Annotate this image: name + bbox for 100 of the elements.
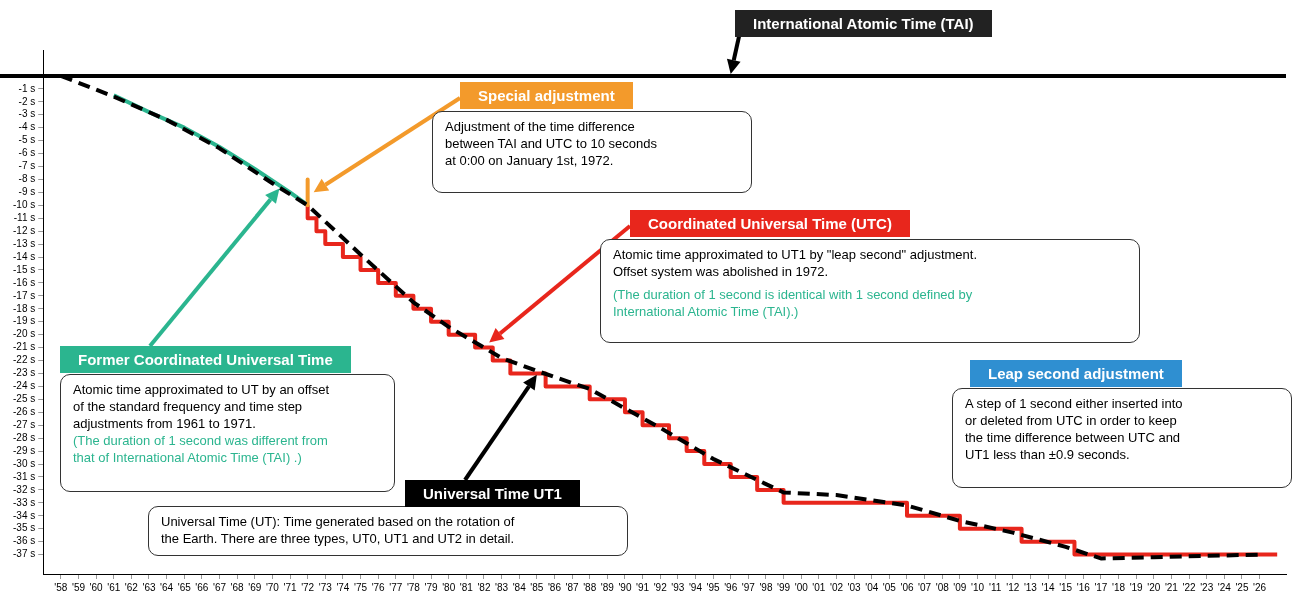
y-tick-label: -31 s <box>13 470 36 482</box>
x-tick-label: '85 <box>530 581 544 593</box>
x-tick-label: '93 <box>671 581 685 593</box>
x-tick-label: '26 <box>1253 581 1267 593</box>
x-tick-label: '04 <box>865 581 879 593</box>
x-tick-label: '12 <box>1006 581 1020 593</box>
y-tick-label: -14 s <box>13 250 36 262</box>
text: Former Coordinated Universal Time <box>60 346 351 373</box>
x-tick-label: '94 <box>688 581 703 593</box>
text: Special adjustment <box>460 82 633 109</box>
x-tick-label: '22 <box>1182 581 1196 593</box>
x-tick-label: '97 <box>741 581 756 593</box>
annotation: Universal Time (UT): Time generated based on the rotation of the Earth. There are three types, UT0, UT1 and UT2 in detail. <box>161 513 516 547</box>
x-tick-label: '82 <box>477 581 491 593</box>
x-tick-label: '65 <box>177 581 192 593</box>
x-tick-label: '67 <box>212 581 227 593</box>
y-tick-label: -2 s <box>18 95 36 107</box>
annotation: Adjustment of the time difference between TAI and UTC to 10 seconds at 0:00 on January 1st, 1972. <box>445 118 658 169</box>
x-tick-label: '07 <box>918 581 932 593</box>
x-tick-label: '90 <box>618 581 632 593</box>
x-tick-label: '98 <box>759 581 773 593</box>
annotation: (The duration of 1 second is identical with 1 second defined by International Atomic Time (TAI).) <box>613 286 974 320</box>
x-tick-label: '81 <box>459 581 474 593</box>
x-tick-label: '24 <box>1217 581 1232 593</box>
text: Coordinated Universal Time (UTC) <box>630 210 910 237</box>
x-tick-label: '87 <box>565 581 580 593</box>
x-tick-label: '77 <box>389 581 403 593</box>
x-tick-label: '95 <box>706 581 721 593</box>
x-tick-label: '91 <box>636 581 650 593</box>
y-tick-label: -13 s <box>13 237 36 249</box>
x-tick-label: '74 <box>336 581 350 593</box>
y-tick-label: -37 s <box>13 548 36 560</box>
x-tick-label: '83 <box>495 581 509 593</box>
x-tick-label: '73 <box>318 581 333 593</box>
text-box: Universal Time (UT): Time generated based on the rotation of the Earth. There are three types, UT0, UT1 and UT2 in detail. <box>148 506 628 556</box>
x-tick-label: '05 <box>882 581 897 593</box>
y-tick-label: -15 s <box>13 263 36 275</box>
annotation: (The duration of 1 second was different from that of International Atomic Time (TAI) .) <box>73 432 329 466</box>
x-tick-label: '00 <box>794 581 809 593</box>
y-tick-label: -18 s <box>13 302 36 314</box>
y-tick-label: -8 s <box>18 173 36 185</box>
y-tick-label: -20 s <box>13 328 36 340</box>
x-tick-label: '15 <box>1059 581 1073 593</box>
x-tick-label: '63 <box>142 581 156 593</box>
annotation: Atomic time approximated to UT1 by "leap second" adjustment. Offset system was abolished in 1972. <box>613 246 978 280</box>
x-tick-label: '16 <box>1076 581 1091 593</box>
x-tick-label: '21 <box>1164 581 1179 593</box>
annotation: A step of 1 second either inserted into or deleted from UTC in order to keep the time difference between UTC and UT1 less than ±0.9 seconds. <box>965 395 1184 463</box>
x-tick-label: '99 <box>777 581 791 593</box>
y-tick-label: -3 s <box>18 108 36 120</box>
y-tick-label: -5 s <box>18 134 36 146</box>
x-tick-label: '62 <box>124 581 139 593</box>
x-tick-label: '69 <box>248 581 262 593</box>
text-box: Atomic time approximated to UT by an offset of the standard frequency and time step adjustments from 1961 to 1971. (The duration of 1 second was different from that of International Atomic Time (TAI) .) <box>60 374 395 492</box>
x-tick-label: '64 <box>160 581 174 593</box>
x-tick-label: '09 <box>953 581 967 593</box>
y-tick-label: -10 s <box>13 199 36 211</box>
annotation: Leap second adjustment <box>970 360 1182 387</box>
annotation: Atomic time approximated to UT by an offset of the standard frequency and time step adjustments from 1961 to 1971. <box>73 381 331 432</box>
y-tick-label: -34 s <box>13 509 36 521</box>
x-tick-label: '08 <box>935 581 950 593</box>
x-tick-label: '59 <box>71 581 86 593</box>
y-tick-label: -19 s <box>13 315 36 327</box>
y-tick-label: -16 s <box>13 276 36 288</box>
y-tick-label: -7 s <box>18 160 36 172</box>
x-tick-label: '76 <box>371 581 386 593</box>
x-tick-label: '71 <box>283 581 297 593</box>
x-tick-label: '06 <box>900 581 914 593</box>
x-tick-label: '78 <box>406 581 421 593</box>
x-tick-label: '03 <box>847 581 862 593</box>
text: Universal Time UT1 <box>405 480 580 507</box>
x-tick-label: '96 <box>724 581 738 593</box>
y-tick-label: -29 s <box>13 444 36 456</box>
x-tick-label: '10 <box>970 581 985 593</box>
y-tick-label: -33 s <box>13 496 36 508</box>
y-tick-label: -4 s <box>18 121 36 133</box>
x-tick-label: '25 <box>1235 581 1249 593</box>
x-tick-label: '72 <box>301 581 315 593</box>
y-tick-label: -26 s <box>13 406 36 418</box>
y-tick-label: -1 s <box>18 82 36 94</box>
x-tick-label: '23 <box>1200 581 1214 593</box>
y-tick-label: -6 s <box>18 147 36 159</box>
x-tick-label: '86 <box>547 581 562 593</box>
x-tick-label: '84 <box>512 581 527 593</box>
text-box: Adjustment of the time difference between TAI and UTC to 10 seconds at 0:00 on January 1st, 1972. <box>432 111 752 193</box>
y-tick-label: -23 s <box>13 367 36 379</box>
x-tick-label: '17 <box>1094 581 1108 593</box>
y-tick-label: -28 s <box>13 431 36 443</box>
x-tick-label: '14 <box>1041 581 1055 593</box>
x-tick-label: '13 <box>1023 581 1038 593</box>
x-tick-label: '02 <box>829 581 844 593</box>
x-tick-label: '70 <box>265 581 280 593</box>
text-box: A step of 1 second either inserted into or deleted from UTC in order to keep the time difference between UTC and UT1 less than ±0.9 seconds. <box>952 388 1292 488</box>
text-box: Atomic time approximated to UT1 by "leap second" adjustment. Offset system was abolished in 1972. (The duration of 1 second is identical with 1 second defined by International Atomic Time (TAI).) <box>600 239 1140 343</box>
y-tick-label: -11 s <box>13 211 36 223</box>
y-tick-label: -9 s <box>18 186 36 198</box>
x-tick-label: '75 <box>354 581 368 593</box>
x-tick-label: '58 <box>54 581 68 593</box>
y-tick-label: -32 s <box>13 483 36 495</box>
x-tick-label: '01 <box>812 581 826 593</box>
